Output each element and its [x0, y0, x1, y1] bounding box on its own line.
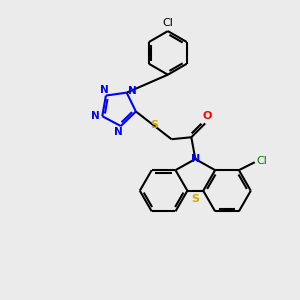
- Text: N: N: [114, 127, 123, 137]
- Text: Cl: Cl: [257, 156, 268, 166]
- Text: Cl: Cl: [162, 18, 173, 28]
- Text: N: N: [128, 86, 137, 96]
- Text: S: S: [191, 194, 199, 204]
- Text: N: N: [100, 85, 108, 94]
- Text: N: N: [91, 111, 100, 121]
- Text: O: O: [202, 111, 212, 122]
- Text: S: S: [151, 120, 159, 130]
- Text: N: N: [191, 154, 200, 164]
